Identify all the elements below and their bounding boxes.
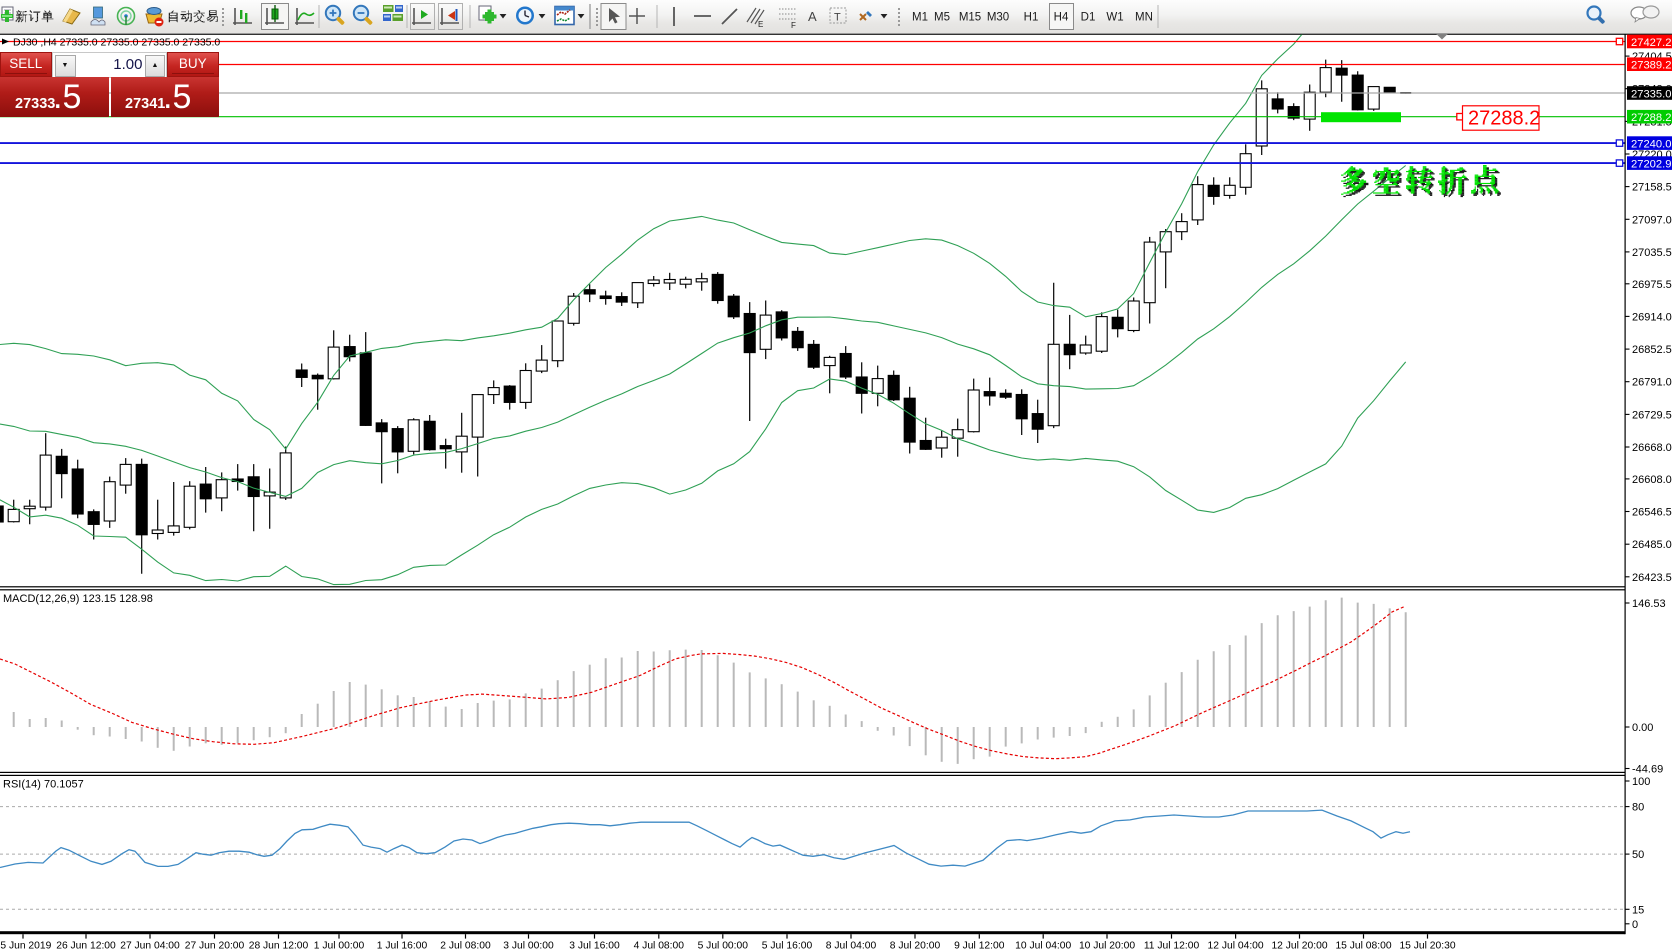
svg-text:4 Jul 08:00: 4 Jul 08:00 — [634, 941, 685, 952]
svg-text:3 Jul 16:00: 3 Jul 16:00 — [569, 941, 620, 952]
svg-text:15: 15 — [1632, 904, 1644, 916]
svg-text:27 Jun 04:00: 27 Jun 04:00 — [120, 941, 180, 952]
svg-text:27288.2: 27288.2 — [1631, 112, 1671, 124]
svg-text:26729.5: 26729.5 — [1632, 409, 1672, 421]
svg-text:M5: M5 — [934, 12, 950, 24]
svg-text:A: A — [808, 9, 817, 24]
svg-text:-44.69: -44.69 — [1632, 764, 1663, 776]
svg-text:9 Jul 12:00: 9 Jul 12:00 — [954, 941, 1005, 952]
svg-text:26546.5: 26546.5 — [1632, 507, 1672, 519]
svg-text:RSI(14) 70.1057: RSI(14) 70.1057 — [3, 779, 84, 791]
svg-text:28 Jun 12:00: 28 Jun 12:00 — [249, 941, 309, 952]
svg-text:27 Jun 20:00: 27 Jun 20:00 — [185, 941, 245, 952]
svg-text:W1: W1 — [1106, 12, 1123, 24]
svg-text:F: F — [791, 21, 796, 30]
svg-text:1 Jul 00:00: 1 Jul 00:00 — [314, 941, 365, 952]
svg-text:15 Jul 20:30: 15 Jul 20:30 — [1399, 941, 1455, 952]
svg-text:12 Jul 04:00: 12 Jul 04:00 — [1208, 941, 1264, 952]
svg-text:D1: D1 — [1081, 12, 1096, 24]
svg-text:26852.5: 26852.5 — [1632, 344, 1672, 356]
svg-text:50: 50 — [1632, 849, 1644, 861]
svg-text:26914.0: 26914.0 — [1632, 311, 1672, 323]
svg-text:H1: H1 — [1024, 12, 1039, 24]
svg-text:26423.5: 26423.5 — [1632, 572, 1672, 584]
svg-text:27240.0: 27240.0 — [1631, 138, 1671, 150]
svg-text:12 Jul 20:00: 12 Jul 20:00 — [1271, 941, 1327, 952]
svg-text:10 Jul 20:00: 10 Jul 20:00 — [1079, 941, 1135, 952]
svg-text:0.00: 0.00 — [1632, 722, 1653, 734]
svg-text:1 Jul 16:00: 1 Jul 16:00 — [377, 941, 428, 952]
svg-text:M30: M30 — [987, 12, 1009, 24]
svg-text:M15: M15 — [959, 12, 981, 24]
svg-text:26 Jun 12:00: 26 Jun 12:00 — [56, 941, 116, 952]
svg-text:27288.2: 27288.2 — [1468, 108, 1540, 130]
svg-text:5 Jul 16:00: 5 Jul 16:00 — [762, 941, 813, 952]
svg-text:27389.2: 27389.2 — [1631, 60, 1671, 72]
svg-text:27427.2: 27427.2 — [1631, 37, 1671, 49]
svg-text:M1: M1 — [912, 12, 928, 24]
svg-text:5 Jul 00:00: 5 Jul 00:00 — [698, 941, 749, 952]
svg-text:10 Jul 04:00: 10 Jul 04:00 — [1015, 941, 1071, 952]
svg-text:100: 100 — [1632, 776, 1650, 788]
svg-text:27158.5: 27158.5 — [1632, 182, 1672, 194]
svg-text:26975.5: 26975.5 — [1632, 279, 1672, 291]
svg-text:11 Jul 12:00: 11 Jul 12:00 — [1144, 941, 1200, 952]
svg-text:MACD(12,26,9) 123.15 128.98: MACD(12,26,9) 123.15 128.98 — [3, 593, 153, 605]
svg-text:26791.0: 26791.0 — [1632, 377, 1672, 389]
svg-text:15 Jul 08:00: 15 Jul 08:00 — [1335, 941, 1391, 952]
svg-text:25 Jun 2019: 25 Jun 2019 — [0, 941, 52, 952]
svg-text:8 Jul 04:00: 8 Jul 04:00 — [826, 941, 877, 952]
svg-text:MN: MN — [1135, 12, 1153, 24]
svg-text:DJ30 ,H4 27335.0 27335.0 2733: DJ30 ,H4 27335.0 27335.0 27335.0 27335.0 — [13, 36, 220, 48]
svg-text:80: 80 — [1632, 802, 1644, 814]
svg-text:26668.0: 26668.0 — [1632, 442, 1672, 454]
svg-text:146.53: 146.53 — [1632, 598, 1666, 610]
svg-text:T: T — [834, 12, 841, 24]
svg-text:8 Jul 20:00: 8 Jul 20:00 — [890, 941, 941, 952]
svg-text:H4: H4 — [1054, 12, 1069, 24]
svg-text:26485.0: 26485.0 — [1632, 539, 1672, 551]
svg-text:2 Jul 08:00: 2 Jul 08:00 — [440, 941, 491, 952]
svg-text:3 Jul 00:00: 3 Jul 00:00 — [503, 941, 554, 952]
svg-text:26608.0: 26608.0 — [1632, 474, 1672, 486]
svg-text:E: E — [758, 20, 763, 29]
svg-text:27035.5: 27035.5 — [1632, 247, 1672, 259]
svg-text:27335.0: 27335.0 — [1631, 88, 1671, 100]
svg-text:27097.0: 27097.0 — [1632, 214, 1672, 226]
svg-text:27202.9: 27202.9 — [1631, 158, 1671, 170]
svg-text:0: 0 — [1632, 919, 1638, 931]
